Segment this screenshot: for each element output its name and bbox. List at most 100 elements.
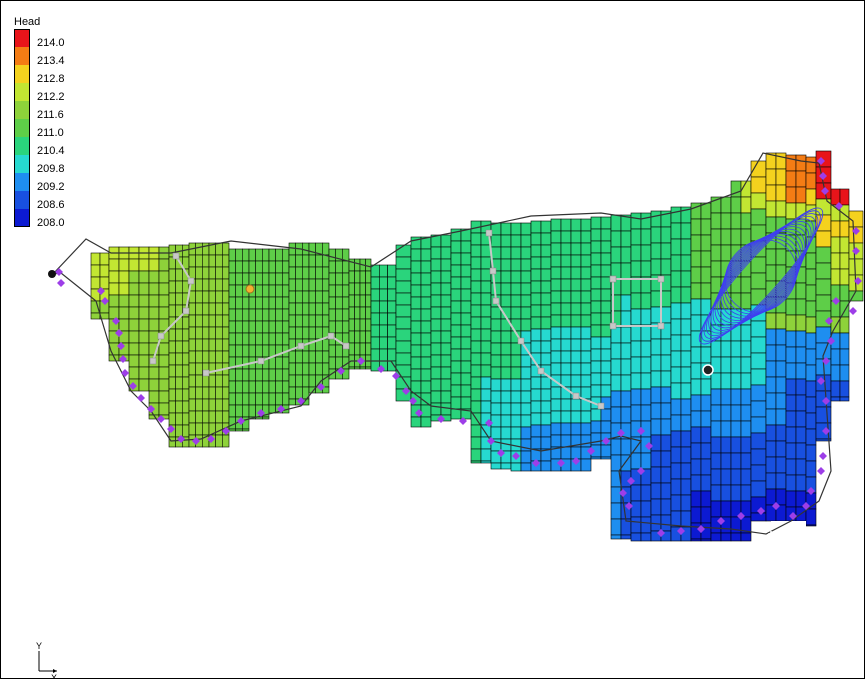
constant-head-point xyxy=(257,409,265,417)
grid-cell xyxy=(630,324,642,342)
grid-cell xyxy=(440,306,452,320)
grid-cell xyxy=(420,332,432,346)
grid-cell xyxy=(275,308,283,322)
stream-source-node xyxy=(245,284,255,294)
grid-cell xyxy=(202,422,210,436)
grid-cell xyxy=(175,280,183,294)
grid-cell xyxy=(359,342,366,356)
grid-cell xyxy=(530,388,542,402)
grid-cell xyxy=(490,330,502,344)
grid-cell xyxy=(630,356,642,374)
grid-cell xyxy=(208,314,216,328)
grid-cell xyxy=(450,312,462,326)
grid-cell xyxy=(805,364,817,382)
grid-cell xyxy=(830,252,841,270)
grid-cell xyxy=(490,318,502,332)
grid-cell xyxy=(440,390,452,404)
grid-cell xyxy=(242,260,250,274)
grid-cell xyxy=(430,354,442,368)
constant-head-point xyxy=(772,502,780,510)
constant-head-point xyxy=(377,365,385,373)
grid-cell xyxy=(520,366,532,380)
grid-cell xyxy=(795,410,807,428)
grid-cell xyxy=(839,188,850,206)
grid-cell xyxy=(640,356,652,374)
grid-cell xyxy=(815,406,832,424)
grid-cell xyxy=(785,314,797,332)
grid-cell xyxy=(348,366,355,370)
grid-cell xyxy=(308,254,316,268)
grid-cell xyxy=(610,358,622,376)
grid-cell xyxy=(500,294,512,308)
constant-head-point xyxy=(822,357,830,365)
grid-cell xyxy=(600,408,612,422)
grid-cell xyxy=(148,366,160,380)
grid-cell xyxy=(295,290,303,304)
grid-cell xyxy=(570,410,582,424)
grid-cell xyxy=(387,288,397,302)
grid-cell xyxy=(795,362,807,380)
grid-cell xyxy=(640,532,652,542)
grid-cell xyxy=(321,350,330,364)
grid-cell xyxy=(805,412,817,430)
grid-cell xyxy=(830,268,841,286)
grid-cell xyxy=(795,474,807,492)
grid-cell xyxy=(510,426,522,440)
grid-cell xyxy=(158,342,170,356)
grid-cell xyxy=(839,220,850,238)
grid-cell xyxy=(690,474,702,492)
grid-cell xyxy=(202,314,210,328)
grid-cell xyxy=(490,366,502,380)
grid-cell xyxy=(830,348,841,366)
grid-cell xyxy=(261,416,270,420)
grid-cell xyxy=(550,314,562,328)
grid-cell xyxy=(202,386,210,400)
grid-cell xyxy=(660,354,672,372)
grid-cell xyxy=(805,252,817,270)
grid-cell xyxy=(720,212,732,230)
grid-cell xyxy=(450,324,462,338)
grid-cell xyxy=(168,292,176,306)
grid-cell xyxy=(410,320,422,334)
grid-cell xyxy=(500,234,512,248)
grid-cell xyxy=(660,482,672,500)
stream-node xyxy=(202,369,210,377)
grid-cell xyxy=(785,458,797,476)
grid-cell xyxy=(670,398,682,416)
grid-cell xyxy=(839,236,850,254)
grid-cell xyxy=(785,170,797,188)
grid-cell xyxy=(128,366,140,380)
grid-cell xyxy=(228,344,236,358)
grid-cell xyxy=(470,388,482,402)
grid-cell xyxy=(195,314,203,328)
grid-cell xyxy=(450,264,462,278)
legend-entry: 211.0 xyxy=(14,119,65,139)
grid-cell xyxy=(281,272,290,286)
grid-cell xyxy=(720,372,732,390)
grid-cell xyxy=(228,272,236,286)
grid-cell xyxy=(750,464,767,482)
grid-cell xyxy=(690,490,702,508)
grid-cell xyxy=(720,340,732,358)
grid-cell xyxy=(480,460,492,464)
grid-cell xyxy=(630,452,642,470)
grid-cell xyxy=(255,380,263,394)
grid-cell xyxy=(255,308,263,322)
grid-cell xyxy=(775,152,787,170)
grid-cell xyxy=(640,244,652,262)
legend-swatch xyxy=(14,209,30,227)
grid-cell xyxy=(480,364,492,378)
grid-cell xyxy=(600,252,612,266)
grid-cell xyxy=(195,266,203,280)
grid-cell xyxy=(321,266,330,280)
grid-cell xyxy=(235,380,243,394)
constant-head-point xyxy=(789,512,797,520)
grid-cell xyxy=(540,304,552,318)
grid-cell xyxy=(740,436,752,454)
grid-cell xyxy=(550,266,562,280)
grid-cell xyxy=(378,336,388,350)
pathline xyxy=(723,237,799,315)
grid-cell xyxy=(520,450,532,464)
